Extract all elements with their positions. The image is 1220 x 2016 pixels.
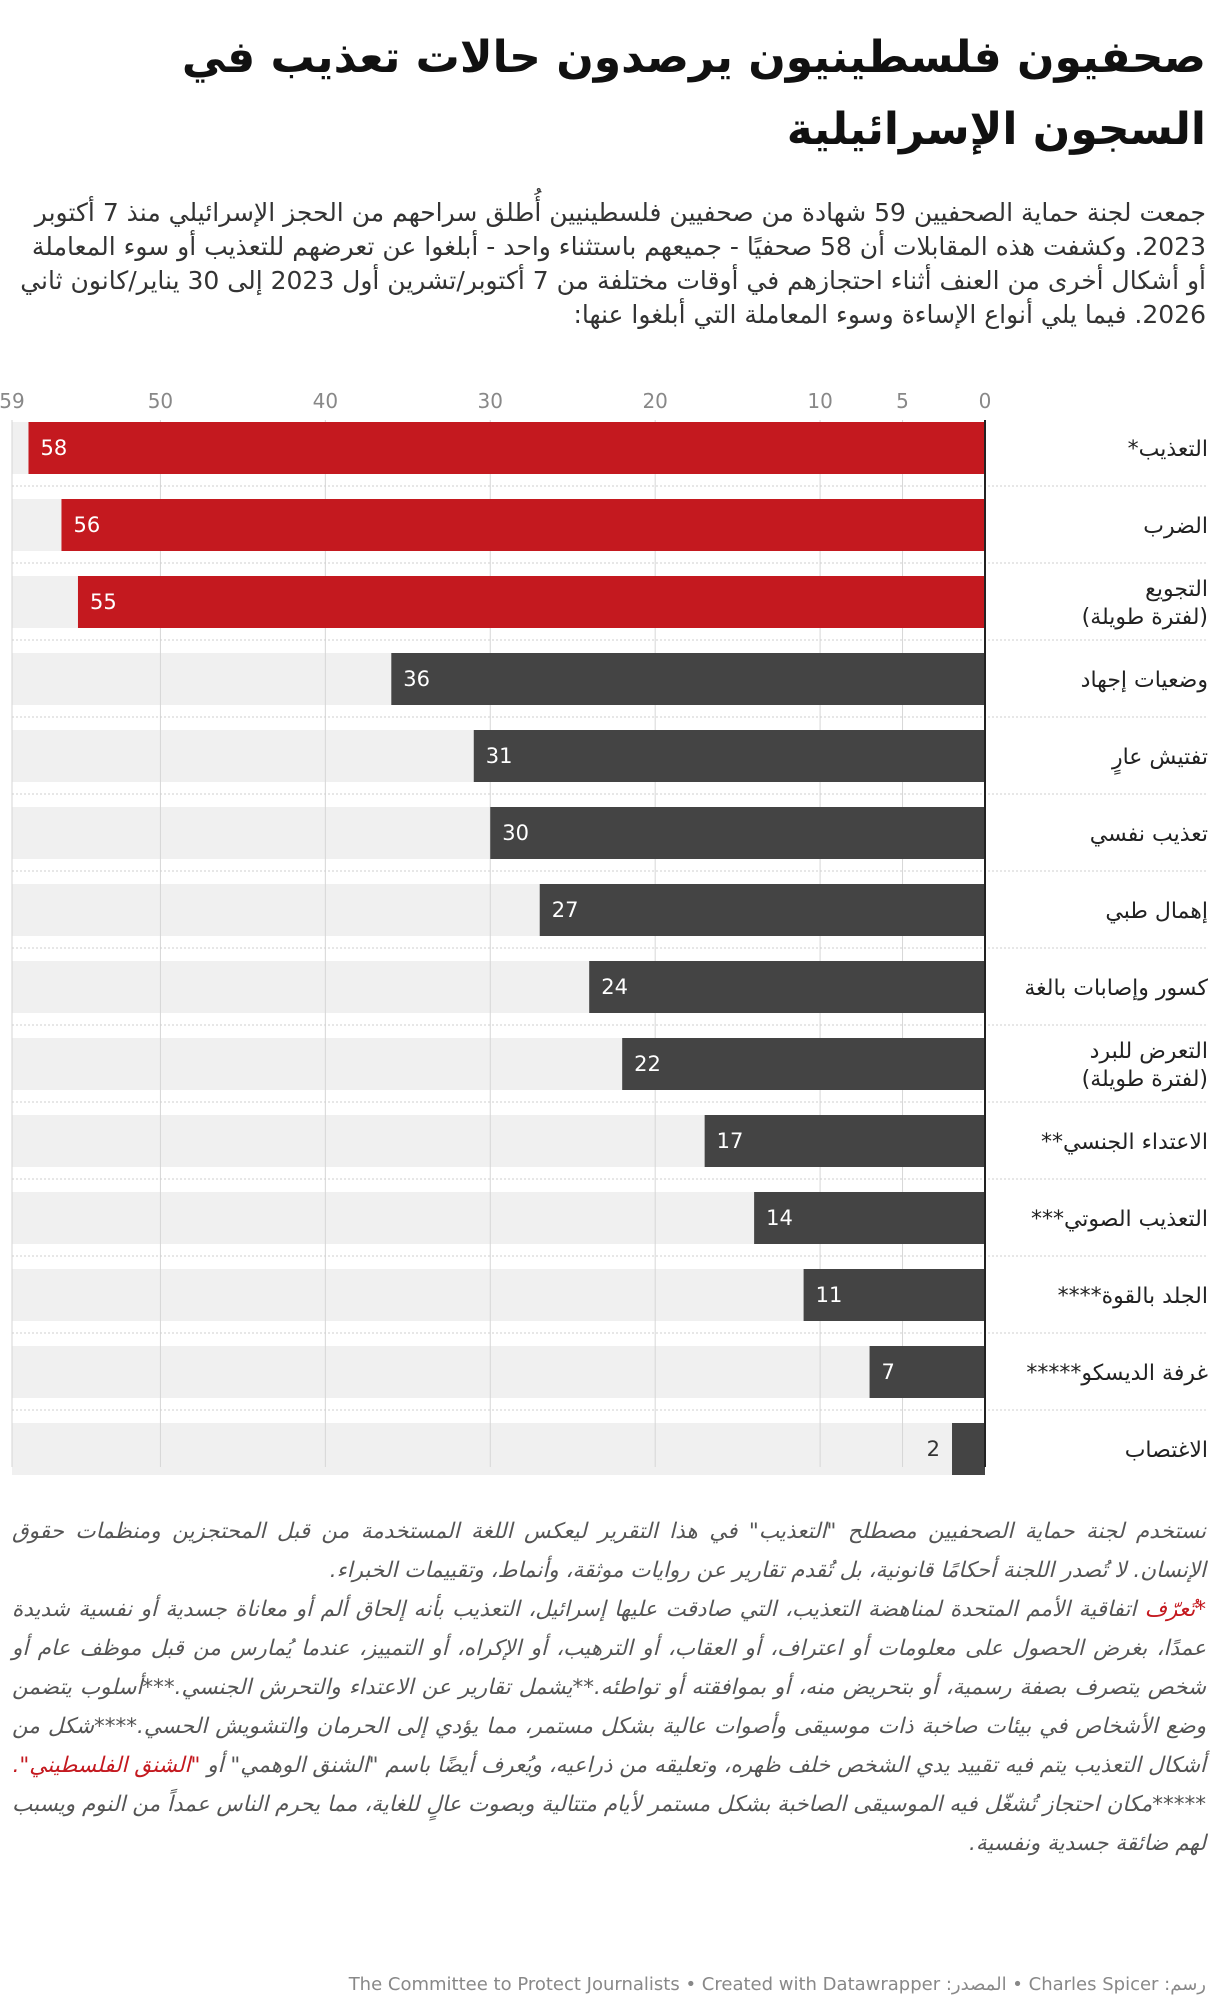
bar-value-label: 22 bbox=[634, 1052, 661, 1076]
bar-value-label: 17 bbox=[717, 1129, 744, 1153]
category-label: غرفة الديسكو***** bbox=[1026, 1361, 1208, 1386]
bar bbox=[869, 1346, 985, 1398]
notes-intro: نستخدم لجنة حماية الصحفيين مصطلح "التعذي… bbox=[12, 1519, 1206, 1583]
bar-value-label: 7 bbox=[882, 1360, 895, 1384]
category-label: تفتيش عارٍ bbox=[1111, 745, 1208, 775]
bar-value-label: 11 bbox=[816, 1283, 843, 1307]
category-label: التعذيب* bbox=[1128, 437, 1208, 462]
category-label: التجويع (لفترة طويلة) bbox=[1082, 577, 1208, 630]
x-tick-label: 10 bbox=[807, 389, 832, 413]
bar bbox=[589, 961, 985, 1013]
notes-disco: *****مكان احتجاز تُشغّل فيه الموسيقى الص… bbox=[12, 1792, 1206, 1856]
bar bbox=[391, 653, 986, 705]
bar-track bbox=[12, 1346, 985, 1398]
category-label: وضعيات إجهاد bbox=[1081, 668, 1208, 693]
category-label: إهمال طبي bbox=[1105, 899, 1208, 924]
bar-value-label: 2 bbox=[927, 1437, 940, 1461]
bar-track bbox=[12, 1423, 985, 1475]
bar-value-label: 58 bbox=[40, 436, 67, 460]
bar-value-label: 36 bbox=[403, 667, 430, 691]
category-label: تعذيب نفسي bbox=[1090, 822, 1208, 847]
x-tick-label: 50 bbox=[148, 389, 173, 413]
footnotes: نستخدم لجنة حماية الصحفيين مصطلح "التعذي… bbox=[12, 1512, 1206, 1863]
bar-value-label: 27 bbox=[552, 898, 579, 922]
bar-value-label: 56 bbox=[73, 513, 100, 537]
bar-chart: 0 5 10 20 30 40 50 59 58 التعذيب* 56 الضرب 55 التجويع… bbox=[0, 389, 1209, 1475]
category-label: الجلد بالقوة**** bbox=[1058, 1284, 1208, 1309]
category-label: الضرب bbox=[1143, 514, 1208, 539]
category-label: التعرض للبرد (لفترة طويلة) bbox=[1082, 1039, 1208, 1092]
category-label: التعذيب الصوتي*** bbox=[1031, 1207, 1208, 1232]
chart-title: صحفيون فلسطينيون يرصدون حالات تعذيب في ا… bbox=[181, 32, 1206, 155]
x-tick-label: 40 bbox=[313, 389, 338, 413]
notes-link-palestinian-hanging[interactable]: "الشنق الفلسطيني". bbox=[12, 1753, 201, 1778]
category-label: كسور وإصابات بالغة bbox=[1024, 976, 1208, 1001]
bar bbox=[61, 499, 986, 551]
bar-value-label: 14 bbox=[766, 1206, 793, 1230]
bar bbox=[754, 1192, 985, 1244]
category-label: الاعتداء الجنسي** bbox=[1041, 1130, 1208, 1155]
bar-value-label: 24 bbox=[601, 975, 628, 999]
notes-definition-prefix: *تُعرّف bbox=[1144, 1597, 1206, 1622]
footer-credits: رسم: Charles Spicer • المصدر: The Commit… bbox=[348, 1974, 1206, 1995]
bar bbox=[539, 884, 985, 936]
bar bbox=[622, 1038, 985, 1090]
bar-value-label: 30 bbox=[502, 821, 529, 845]
bar-value-label: 31 bbox=[486, 744, 513, 768]
category-label: الاغتصاب bbox=[1125, 1438, 1208, 1463]
x-tick-label: 0 bbox=[979, 389, 992, 413]
bar bbox=[28, 422, 986, 474]
x-tick-label: 30 bbox=[478, 389, 503, 413]
bar bbox=[490, 807, 985, 859]
bar bbox=[77, 576, 985, 628]
notes-definition-body: اتفاقية الأمم المتحدة لمناهضة التعذيب، ا… bbox=[12, 1597, 1206, 1778]
x-tick-label: 5 bbox=[896, 389, 909, 413]
bar bbox=[704, 1115, 985, 1167]
chart-description: جمعت لجنة حماية الصحفيين 59 شهادة من صحف… bbox=[20, 198, 1206, 329]
bar-value-label: 55 bbox=[90, 590, 117, 614]
notes-definitions: *تُعرّف اتفاقية الأمم المتحدة لمناهضة ال… bbox=[12, 1590, 1206, 1785]
x-tick-label: 59 bbox=[0, 389, 25, 413]
bar bbox=[803, 1269, 985, 1321]
x-tick-label: 20 bbox=[642, 389, 667, 413]
bar bbox=[473, 730, 985, 782]
bar bbox=[952, 1423, 985, 1475]
